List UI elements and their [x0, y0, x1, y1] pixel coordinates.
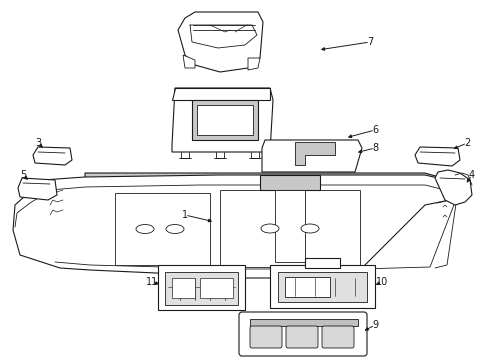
Polygon shape — [249, 319, 357, 326]
Polygon shape — [85, 173, 459, 193]
Polygon shape — [197, 105, 252, 135]
Polygon shape — [18, 178, 57, 200]
Polygon shape — [158, 265, 244, 310]
Polygon shape — [13, 175, 459, 278]
Polygon shape — [285, 277, 329, 297]
Text: 5: 5 — [20, 170, 26, 180]
Polygon shape — [305, 258, 339, 268]
Polygon shape — [260, 175, 319, 190]
Polygon shape — [274, 190, 305, 262]
Ellipse shape — [301, 224, 318, 233]
Ellipse shape — [136, 225, 154, 234]
Polygon shape — [220, 190, 359, 267]
Text: 3: 3 — [35, 138, 41, 148]
Ellipse shape — [165, 225, 183, 234]
Polygon shape — [278, 272, 366, 302]
Ellipse shape — [261, 224, 279, 233]
Text: 7: 7 — [366, 37, 372, 47]
Polygon shape — [414, 147, 459, 166]
Polygon shape — [178, 12, 263, 72]
FancyBboxPatch shape — [321, 326, 353, 348]
Polygon shape — [172, 278, 195, 298]
Polygon shape — [434, 170, 471, 205]
Polygon shape — [200, 278, 232, 298]
FancyBboxPatch shape — [249, 326, 282, 348]
Text: 11: 11 — [145, 277, 158, 287]
Text: 8: 8 — [371, 143, 377, 153]
Text: 1: 1 — [182, 210, 188, 220]
Polygon shape — [269, 265, 374, 308]
Polygon shape — [262, 140, 361, 172]
Polygon shape — [247, 58, 260, 70]
Text: 10: 10 — [375, 277, 387, 287]
Text: 6: 6 — [371, 125, 377, 135]
Text: 2: 2 — [463, 138, 469, 148]
FancyBboxPatch shape — [285, 326, 317, 348]
Text: 9: 9 — [371, 320, 377, 330]
Polygon shape — [172, 88, 269, 100]
Polygon shape — [172, 88, 272, 152]
Polygon shape — [164, 272, 238, 305]
Polygon shape — [33, 147, 72, 165]
FancyBboxPatch shape — [239, 312, 366, 356]
Text: 4: 4 — [468, 170, 474, 180]
Polygon shape — [183, 55, 195, 68]
Polygon shape — [294, 142, 334, 165]
Polygon shape — [192, 100, 258, 140]
Polygon shape — [115, 193, 209, 265]
